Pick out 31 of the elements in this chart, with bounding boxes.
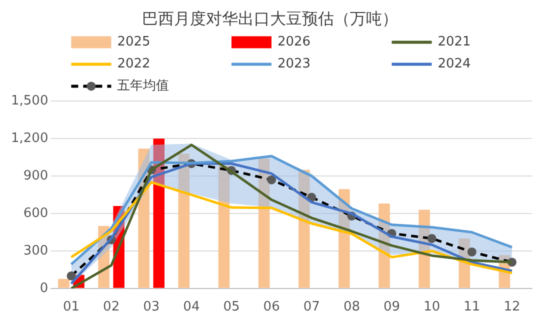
bar xyxy=(218,165,230,288)
legend-label: 2024 xyxy=(438,56,471,72)
legend-label: 2022 xyxy=(117,56,150,72)
bar xyxy=(178,154,190,288)
x-tick-label: 01 xyxy=(62,300,80,315)
bar xyxy=(58,278,70,288)
legend-label: 2021 xyxy=(438,34,471,50)
x-tick-label: 08 xyxy=(343,300,360,315)
bar xyxy=(153,138,165,288)
y-tick-label: 0 xyxy=(40,280,48,296)
x-tick-label: 04 xyxy=(183,300,200,315)
legend-label: 五年均值 xyxy=(117,78,170,94)
x-tick-label: 10 xyxy=(424,300,440,315)
legend-label: 2023 xyxy=(277,56,311,72)
chart-title: 巴西月度对华出口大豆预估（万吨） xyxy=(142,8,398,28)
x-tick-label: 05 xyxy=(223,300,240,315)
x-tick-label: 02 xyxy=(103,300,120,315)
legend-label: 2026 xyxy=(277,34,311,50)
x-tick-label: 12 xyxy=(504,300,520,315)
x-tick-label: 09 xyxy=(384,300,400,315)
legend-label: 2025 xyxy=(117,34,150,50)
bar xyxy=(258,158,270,288)
y-tick-label: 600 xyxy=(23,206,48,221)
y-tick-label: 900 xyxy=(23,168,48,184)
y-tick-label: 1,200 xyxy=(11,131,48,146)
x-tick-label: 07 xyxy=(303,300,320,315)
x-tick-label: 03 xyxy=(143,300,160,315)
y-tick-label: 1,500 xyxy=(11,94,48,109)
x-tick-label: 06 xyxy=(263,300,280,315)
x-tick-label: 11 xyxy=(464,300,480,315)
y-tick-label: 300 xyxy=(23,243,48,258)
